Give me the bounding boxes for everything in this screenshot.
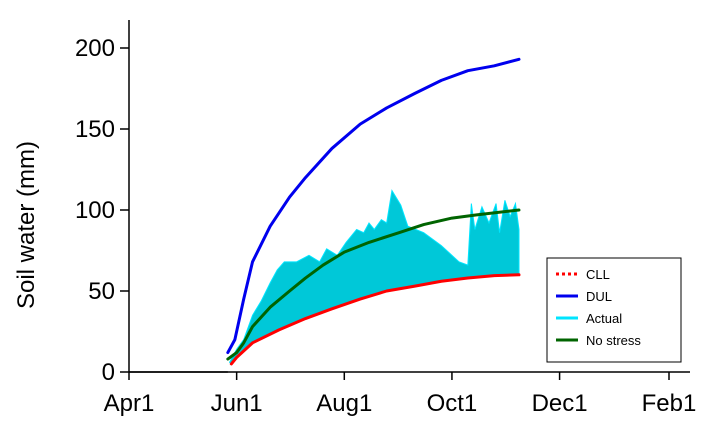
y-axis-ticks: 0 50 100 150 200 [75,35,129,386]
legend-label-dul: DUL [586,289,612,304]
x-tick-label: Apr1 [104,390,155,417]
legend-label-cll: CLL [586,267,610,282]
series-dul-line [226,57,521,355]
y-axis-title: Soil water (mm) [13,141,40,309]
series-no-stress-line [226,208,521,361]
chart-legend: CLL DUL Actual No stress [546,257,682,363]
x-tick-label: Dec1 [532,390,588,417]
x-tick-label: Jun1 [211,390,263,417]
legend-label-actual: Actual [586,311,622,326]
y-tick-label: 0 [102,359,115,386]
y-tick-label: 100 [75,197,115,224]
plot-area [129,57,521,373]
legend-box [546,257,682,363]
series-cll-line [229,273,521,366]
y-tick-label: 150 [75,116,115,143]
legend-label-no-stress: No stress [586,333,641,348]
x-tick-label: Aug1 [316,390,372,417]
x-tick-label: Oct1 [427,390,478,417]
x-axis-ticks: Apr1 Jun1 Aug1 Oct1 Dec1 Feb1 [104,372,697,417]
y-tick-label: 200 [75,35,115,62]
x-tick-label: Feb1 [642,390,697,417]
y-tick-label: 50 [88,278,115,305]
